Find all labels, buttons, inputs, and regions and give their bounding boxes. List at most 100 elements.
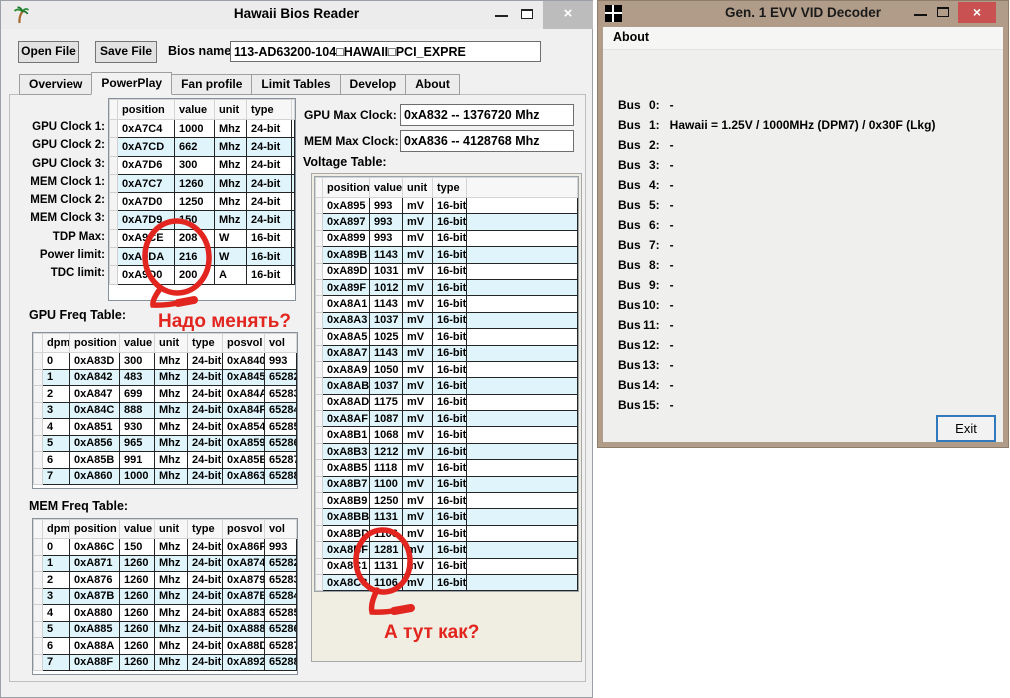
- table-cell[interactable]: Mhz: [214, 137, 247, 157]
- gpu-max-clock-input[interactable]: [400, 104, 574, 126]
- table-cell[interactable]: 24-bit: [187, 401, 223, 419]
- table-cell[interactable]: 16-bit: [432, 328, 467, 346]
- table-cell[interactable]: 16-bit: [432, 475, 467, 494]
- tab[interactable]: Limit Tables: [251, 74, 341, 95]
- table-cell[interactable]: 1260: [174, 173, 215, 194]
- table-cell[interactable]: 1260: [119, 604, 155, 622]
- table-cell[interactable]: 1250: [174, 192, 215, 212]
- mem-max-clock-input[interactable]: [400, 130, 574, 152]
- table-cell[interactable]: 24-bit: [187, 434, 223, 452]
- table-cell[interactable]: 0: [42, 538, 70, 556]
- table-cell[interactable]: 0xA8A9: [322, 360, 370, 379]
- table-cell[interactable]: 16-bit: [432, 459, 467, 477]
- table-cell[interactable]: 16-bit: [432, 442, 467, 461]
- table-cell[interactable]: 1143: [369, 295, 403, 313]
- table-cell[interactable]: 0xA88A: [69, 637, 120, 655]
- table-cell[interactable]: 24-bit: [246, 210, 292, 230]
- table-cell[interactable]: Mhz: [214, 210, 247, 230]
- table-cell[interactable]: 0xA88F: [69, 653, 120, 671]
- table-cell[interactable]: 6: [42, 451, 70, 469]
- tab[interactable]: Fan profile: [171, 74, 253, 95]
- table-cell[interactable]: 0xA84A: [222, 385, 265, 403]
- table-cell[interactable]: 0xA874: [222, 554, 265, 572]
- table-cell[interactable]: 0xA845: [222, 368, 265, 386]
- table-cell[interactable]: 16-bit: [432, 246, 467, 264]
- table-cell[interactable]: 24-bit: [187, 637, 223, 655]
- table-cell[interactable]: 1100: [369, 475, 403, 494]
- table-cell[interactable]: 991: [119, 451, 155, 469]
- table-cell[interactable]: 5: [42, 620, 70, 638]
- table-cell[interactable]: 0xA871: [69, 554, 120, 572]
- table-cell[interactable]: 1143: [369, 246, 403, 264]
- table-cell[interactable]: 16-bit: [432, 524, 467, 543]
- table-cell[interactable]: Mhz: [214, 155, 247, 175]
- table-cell[interactable]: 16-bit: [432, 295, 467, 313]
- table-cell[interactable]: 0xA7C4: [117, 118, 175, 139]
- table-cell[interactable]: 208: [174, 228, 215, 249]
- table-cell[interactable]: Mhz: [154, 385, 188, 403]
- table-cell[interactable]: 200: [174, 265, 215, 285]
- open-file-button[interactable]: Open File: [18, 41, 79, 63]
- close-icon[interactable]: ×: [543, 1, 593, 29]
- table-cell[interactable]: 0xA854: [222, 418, 265, 436]
- table-cell[interactable]: 0xA89B: [322, 246, 370, 264]
- table-cell[interactable]: 1000: [174, 118, 215, 139]
- table-cell[interactable]: 0xA859: [222, 434, 265, 452]
- table-cell[interactable]: 1050: [369, 360, 403, 379]
- table-cell[interactable]: Mhz: [154, 604, 188, 622]
- table-cell[interactable]: 993: [369, 229, 403, 248]
- minimize-icon[interactable]: [495, 15, 508, 17]
- table-cell[interactable]: 0xA7C7: [117, 173, 175, 194]
- table-cell[interactable]: 0xA89D: [322, 262, 370, 280]
- table-cell[interactable]: 0xA8B9: [322, 492, 370, 510]
- table-cell[interactable]: 24-bit: [187, 571, 223, 589]
- table-cell[interactable]: 1175: [369, 393, 403, 412]
- table-cell[interactable]: 0xA8A1: [322, 295, 370, 313]
- table-cell[interactable]: 1260: [119, 554, 155, 572]
- table-cell[interactable]: 0xA897: [322, 213, 370, 231]
- table-cell[interactable]: 0xA8AB: [322, 377, 370, 395]
- table-cell[interactable]: 0xA888: [222, 620, 265, 638]
- table-cell[interactable]: mV: [402, 475, 433, 494]
- table-cell[interactable]: 0xA85B: [69, 451, 120, 469]
- table-cell[interactable]: 24-bit: [246, 137, 292, 157]
- table-cell[interactable]: 0xA876: [69, 571, 120, 589]
- tab[interactable]: Overview: [19, 74, 93, 95]
- table-cell[interactable]: 1: [42, 368, 70, 386]
- table-cell[interactable]: mV: [402, 393, 433, 412]
- table-cell[interactable]: 5: [42, 434, 70, 452]
- table-cell[interactable]: 3: [42, 401, 70, 419]
- table-cell[interactable]: Mhz: [154, 587, 188, 605]
- table-cell[interactable]: 0xA840: [222, 352, 265, 370]
- table-cell[interactable]: 888: [119, 401, 155, 419]
- table-cell[interactable]: 16-bit: [432, 393, 467, 412]
- table-cell[interactable]: 150: [119, 538, 155, 556]
- table-cell[interactable]: Mhz: [154, 352, 188, 370]
- table-cell[interactable]: 0xA863: [222, 467, 265, 485]
- table-cell[interactable]: 0xA7D9: [117, 210, 175, 230]
- table-cell[interactable]: 0xA8BD: [322, 524, 370, 543]
- table-cell[interactable]: 65288: [264, 653, 297, 671]
- table-cell[interactable]: 2: [42, 571, 70, 589]
- table-cell[interactable]: 16-bit: [432, 278, 467, 297]
- table-cell[interactable]: 0xA84C: [69, 401, 120, 419]
- table-cell[interactable]: 150: [174, 210, 215, 230]
- table-cell[interactable]: 16-bit: [432, 377, 467, 395]
- table-cell[interactable]: 0xA9D0: [117, 265, 175, 285]
- table-cell[interactable]: 24-bit: [187, 385, 223, 403]
- table-cell[interactable]: 300: [119, 352, 155, 370]
- tab[interactable]: PowerPlay: [91, 72, 173, 95]
- tab[interactable]: Develop: [339, 74, 407, 95]
- table-cell[interactable]: 0xA87B: [69, 587, 120, 605]
- table-cell[interactable]: 16-bit: [432, 541, 467, 559]
- close-icon[interactable]: ×: [958, 2, 996, 23]
- table-cell[interactable]: 0xA879: [222, 571, 265, 589]
- table-cell[interactable]: 16-bit: [432, 344, 467, 362]
